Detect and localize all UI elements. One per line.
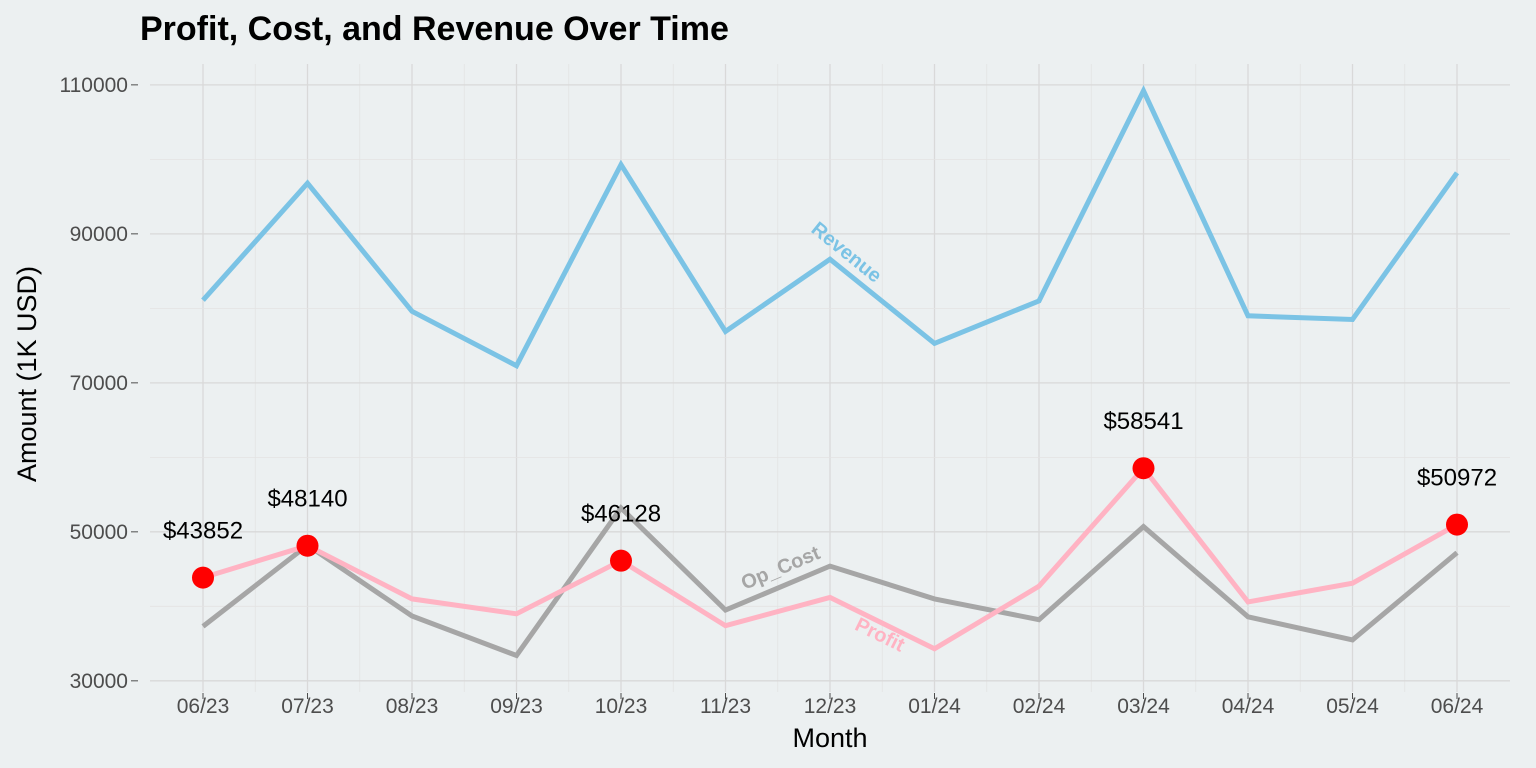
x-axis-title: Month: [792, 723, 867, 753]
series-line-op-cost: [201, 504, 1459, 659]
x-tick-label: 04/24: [1222, 695, 1275, 718]
x-tick-label: 01/24: [908, 695, 961, 718]
x-tick-label: 12/23: [804, 695, 857, 718]
x-tick-label: 06/23: [177, 695, 230, 718]
highlight-points: [192, 457, 1468, 589]
y-axis: 30000 50000 70000 90000 110000: [59, 74, 138, 693]
y-axis-title: Amount (1K USD): [12, 266, 42, 482]
data-label: $48140: [267, 486, 347, 513]
x-tick-label: 05/24: [1326, 695, 1379, 718]
data-label: $58541: [1103, 408, 1183, 435]
highlight-point: [1132, 457, 1155, 480]
x-axis: 06/23 07/23 08/23 09/23 10/23 11/23 12/23 01/24…: [177, 693, 1484, 718]
data-label: $50972: [1417, 465, 1497, 492]
chart-title: Profit, Cost, and Revenue Over Time: [140, 10, 729, 48]
y-tick-label: 90000: [70, 223, 128, 246]
x-tick-label: 03/24: [1117, 695, 1170, 718]
highlight-point: [1446, 513, 1468, 536]
data-labels: $43852 $48140 $46128 $58541 $50972: [163, 408, 1497, 544]
y-tick-label: 110000: [59, 74, 128, 97]
series-line-revenue: [201, 85, 1460, 370]
highlight-point: [192, 566, 214, 589]
data-label: $43852: [163, 518, 243, 545]
y-tick-label: 50000: [70, 521, 128, 544]
x-tick-label: 06/24: [1431, 695, 1484, 718]
highlight-point: [296, 534, 319, 557]
x-tick-label: 08/23: [386, 695, 439, 718]
x-tick-label: 02/24: [1013, 695, 1066, 718]
x-tick-label: 07/23: [281, 695, 334, 718]
y-tick-label: 70000: [70, 372, 128, 395]
gridlines: [150, 64, 1510, 692]
data-label: $46128: [581, 501, 661, 528]
series-line-profit: [202, 464, 1459, 652]
x-tick-label: 10/23: [595, 695, 648, 718]
x-tick-label: 11/23: [700, 695, 751, 718]
y-tick-label: 30000: [70, 670, 128, 693]
series-lines: [201, 85, 1460, 659]
highlight-point: [610, 549, 632, 572]
x-tick-label: 09/23: [490, 695, 543, 718]
